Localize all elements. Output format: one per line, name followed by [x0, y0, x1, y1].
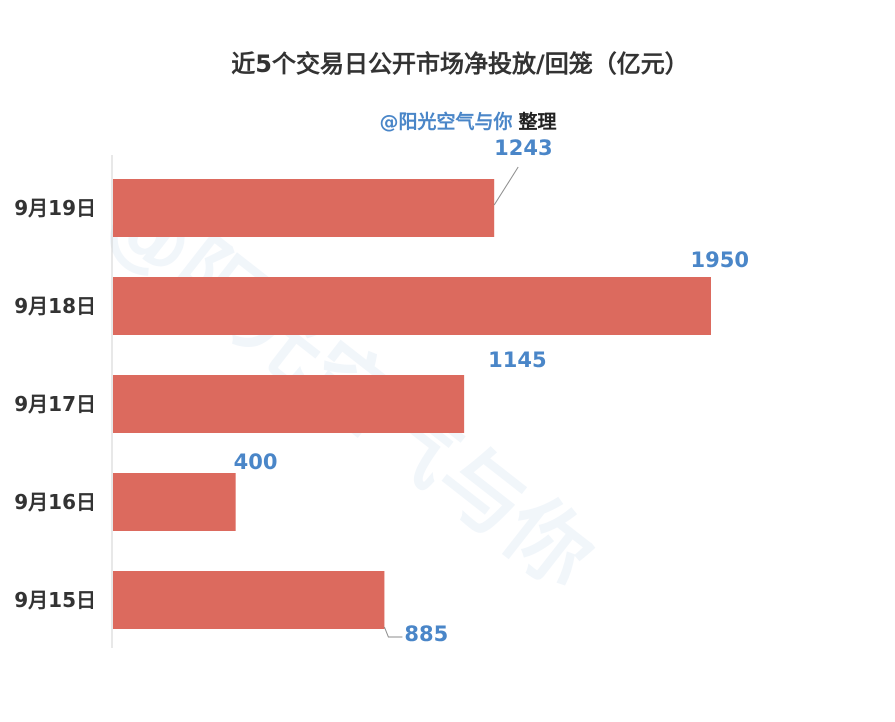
category-label-2: 9月18日 — [14, 294, 96, 318]
bar-3 — [113, 375, 465, 433]
credit-line: @阳光空气与你 整理 — [379, 110, 556, 133]
bar-1 — [113, 179, 495, 237]
bars-layer — [113, 179, 711, 629]
leader-line-5 — [383, 626, 403, 638]
value-label-4: 400 — [234, 450, 278, 474]
bar-2 — [113, 277, 711, 335]
labels-layer: 9月19日 1243 9月18日 1950 9月17日 1145 9月16日 400 9月15日… — [14, 136, 749, 646]
bar-4 — [113, 473, 236, 531]
leader-line-1 — [493, 166, 519, 206]
category-label-4: 9月16日 — [14, 490, 96, 514]
category-label-5: 9月15日 — [14, 588, 96, 612]
category-label-3: 9月17日 — [14, 392, 96, 416]
value-label-2: 1950 — [691, 248, 749, 272]
value-label-5: 885 — [404, 622, 448, 646]
value-label-3: 1145 — [488, 348, 546, 372]
value-label-1: 1243 — [494, 136, 552, 160]
category-label-1: 9月19日 — [14, 196, 96, 220]
bar-5 — [113, 571, 385, 629]
chart-title: 近5个交易日公开市场净投放/回笼（亿元） — [231, 50, 688, 78]
credit-handle: @阳光空气与你 — [379, 110, 512, 133]
credit-suffix: 整理 — [519, 110, 557, 133]
leader-lines-layer — [383, 166, 519, 638]
